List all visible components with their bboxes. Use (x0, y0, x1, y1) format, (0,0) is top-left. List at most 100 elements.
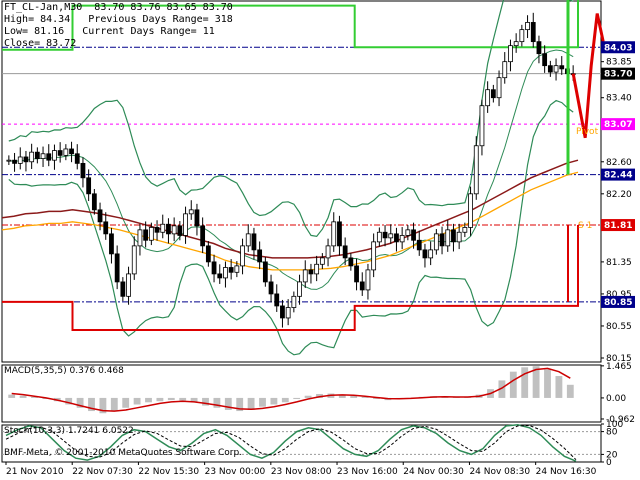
time-tick-label: 21 Nov 2010 (6, 467, 64, 477)
price-tag-label: 80.85 (604, 298, 632, 308)
macd-histogram-bar (259, 397, 266, 407)
copyright-text: BMF-Meta, © 2001-2010 MetaQuotes Softwar… (4, 448, 243, 458)
macd-histogram-bar (566, 384, 574, 398)
candle-body (114, 253, 120, 283)
candle-body (519, 29, 525, 43)
macd-histogram-bar (31, 396, 38, 398)
stoch-pane-border (1, 424, 602, 463)
price-tick-label: 82.60 (606, 158, 632, 168)
candle-body (399, 235, 405, 243)
price-tag-label: 81.81 (604, 221, 632, 231)
candle-body (148, 227, 154, 241)
candle-body (547, 65, 553, 73)
candle-body (80, 162, 86, 179)
candle-body (365, 269, 371, 291)
macd-histogram-bar (110, 397, 118, 412)
macd-histogram-bar (65, 397, 73, 405)
candle-body (456, 231, 462, 243)
macd-title: MACD(5,35,5) 0.376 0.468 (4, 366, 124, 376)
time-axis: 21 Nov 2010 22 Nov 07:30 22 Nov 15:30 23 No… (5, 462, 597, 477)
macd-histogram-bar (145, 397, 152, 403)
support-one-annotation: S 1 (578, 221, 592, 231)
macd-histogram-bar (19, 395, 27, 398)
macd-histogram-bar (532, 366, 540, 398)
time-tick-label: 22 Nov 15:30 (138, 467, 199, 477)
candle-body (416, 239, 422, 251)
time-tick-label: 23 Nov 00:00 (205, 467, 266, 477)
candle-body (12, 159, 17, 164)
candle-body (285, 307, 291, 319)
candle-body (530, 22, 536, 43)
macd-histogram-bar (509, 371, 517, 398)
macd-histogram-bar (350, 395, 358, 398)
candle-body (257, 249, 263, 263)
candle-body (382, 231, 388, 239)
candle-body (63, 148, 69, 156)
bollinger-upper-band (8, 0, 574, 238)
candle-body (439, 233, 445, 247)
macd-histogram-bar (156, 397, 164, 402)
support-step-line (2, 225, 579, 331)
candle-body (525, 22, 530, 31)
candle-body (490, 89, 496, 99)
macd-histogram-bar (247, 397, 255, 410)
macd-tick-label: 0.00 (606, 394, 626, 404)
candle-body (205, 245, 211, 263)
candle-body (86, 177, 92, 195)
price-tag-box (601, 295, 635, 308)
price-pane[interactable]: 84.03 83.85 83.70 83.40 83.07 82.60 82.44 82.20… (1, 0, 635, 364)
candle-body (468, 193, 473, 228)
candle-body (376, 231, 382, 243)
candle-body (342, 245, 348, 259)
candle-body (291, 295, 297, 308)
candle-body (502, 61, 508, 79)
candle-body (473, 145, 479, 195)
candle-body (268, 281, 274, 295)
macd-histogram-bar (202, 397, 209, 406)
candle-body (371, 241, 377, 271)
price-tick-label: 83.85 (606, 58, 632, 68)
candle-body (359, 281, 365, 291)
candle-body (188, 209, 194, 215)
macd-histogram-bar (544, 369, 551, 398)
candle-body (331, 221, 337, 247)
macd-pane[interactable]: 1.465 0.00 -0.962 (1, 362, 635, 425)
candle-body (52, 150, 57, 161)
resistance-step-line (2, 0, 579, 51)
macd-histogram-bar (167, 397, 175, 401)
price-tag-box (601, 67, 635, 80)
candle-body (126, 273, 131, 297)
bollinger-lower-band (8, 99, 574, 356)
macd-histogram-bar (8, 394, 16, 398)
price-tag-box (601, 41, 635, 54)
candle-body (274, 293, 280, 307)
macd-tick-label: -0.962 (606, 415, 635, 425)
candle-body (262, 261, 268, 283)
price-tick-label: 80.55 (606, 322, 632, 332)
candle-body (223, 267, 228, 279)
macd-histogram-bar (316, 393, 323, 398)
candle-body (143, 229, 149, 241)
stoch-tick-label: 20 (606, 450, 618, 460)
candle-body (319, 257, 325, 265)
candle-body (451, 229, 456, 243)
time-tick-label: 24 Nov 00:30 (403, 467, 464, 477)
time-tick-label: 22 Nov 07:30 (72, 467, 133, 477)
stoch-signal-line (5, 424, 577, 461)
candle-body (166, 223, 171, 235)
candle-body (234, 265, 240, 273)
macd-histogram-bar (338, 394, 346, 398)
candle-body (23, 156, 29, 163)
candle-body (240, 245, 245, 267)
pivot-annotation: Pivot (576, 127, 599, 137)
candle-body (69, 148, 74, 155)
macd-histogram-bar (281, 397, 289, 403)
candle-body (297, 281, 302, 297)
stoch-title: Stoch(10,3,3) 1.7241 6.0522 (4, 426, 134, 436)
candle-body (6, 159, 12, 162)
macd-signal-line (11, 367, 571, 412)
candle-body (479, 105, 485, 147)
